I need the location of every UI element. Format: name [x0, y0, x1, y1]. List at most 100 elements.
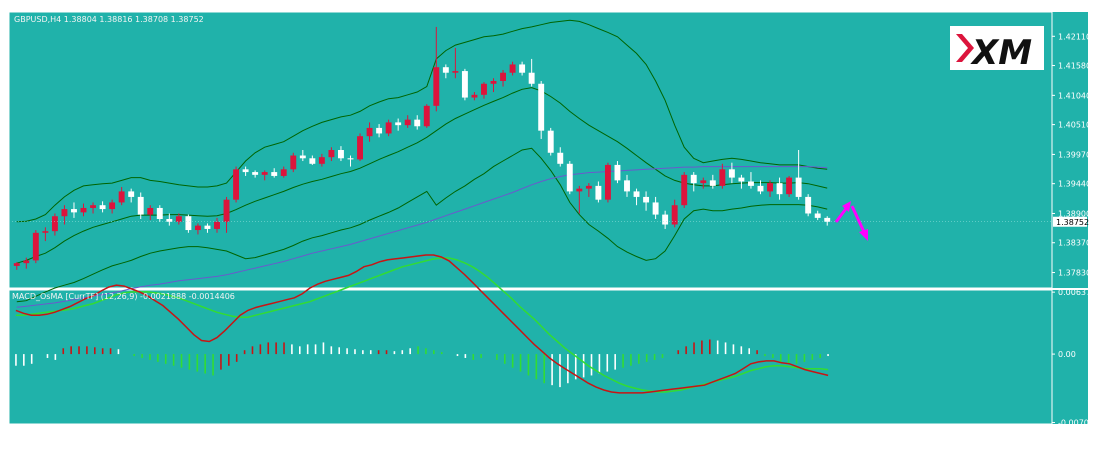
macd-panel-background: [8, 289, 1053, 425]
price-axis-strip: [1052, 12, 1088, 288]
x-tick-label: 12 Feb 2021: [10, 429, 60, 438]
price-panel-background: [8, 11, 1053, 289]
candle-body: [700, 180, 707, 184]
candle-body: [214, 221, 220, 229]
candle-body: [471, 94, 478, 98]
candle-body: [442, 67, 449, 73]
candle-body: [395, 122, 402, 126]
bollinger-upper-line: [16, 19, 828, 223]
macd-axis-strip: [1052, 290, 1088, 424]
candle-body: [786, 177, 793, 195]
candle-body: [71, 209, 77, 213]
candle-body: [223, 199, 230, 222]
candle-body: [747, 181, 754, 186]
candle-body: [137, 196, 144, 215]
candle-body: [242, 169, 249, 173]
candle-body: [109, 202, 116, 210]
xm-logo: XM: [950, 26, 1044, 73]
candle-body: [280, 169, 287, 176]
candle-body: [271, 172, 278, 176]
macd-main-line: [15, 254, 829, 394]
candle-body: [633, 191, 640, 197]
price-tick-label: 1.40510: [1058, 121, 1091, 130]
candle-body: [566, 163, 573, 192]
candle-body: [337, 150, 344, 159]
macd-tick-label: 0.00: [1058, 350, 1076, 359]
candle-body: [776, 183, 783, 195]
candle-body: [51, 216, 58, 232]
candle-body: [404, 119, 411, 126]
candle-body: [652, 202, 659, 215]
candle-body: [32, 232, 39, 261]
candle-body: [490, 81, 497, 84]
candle-body: [128, 191, 135, 197]
price-tick-label: 1.38900: [1058, 209, 1091, 218]
candle-body: [547, 130, 554, 153]
candles: [12, 26, 1052, 270]
candle-body: [318, 157, 325, 164]
candle-body: [824, 217, 831, 222]
x-tick-label: 15 Feb 08:00: [64, 429, 116, 438]
candle-body: [528, 72, 535, 84]
candle-body: [433, 67, 440, 106]
candle-body: [585, 185, 592, 189]
forecast-arrows: [834, 201, 868, 241]
candle-body: [261, 172, 268, 175]
candle-body: [80, 207, 87, 213]
macd-tick-label: -0.0070505: [1058, 419, 1098, 428]
price-tick-label: 1.42110: [1058, 32, 1091, 41]
price-tick-label: 1.37830: [1058, 269, 1091, 278]
candle-body: [461, 71, 468, 98]
candle-body: [309, 158, 316, 164]
candle-body: [538, 83, 545, 131]
candle-body: [376, 127, 383, 134]
candle-body: [90, 205, 97, 208]
current-price-label: 1.38752: [1056, 218, 1089, 227]
candle-body: [99, 205, 106, 210]
candle-body: [61, 209, 68, 217]
axes: 1.42110 1.41580 1.41040 1.40510 1.39970 1.394…: [9, 32, 1098, 438]
candle-body: [252, 172, 259, 175]
candle-body: [614, 164, 621, 181]
candle-body: [118, 191, 125, 203]
price-tick-label: 1.38370: [1058, 239, 1091, 248]
candle-body: [328, 150, 335, 158]
candle-body: [147, 207, 154, 215]
x-tick-label: 24 Feb 08:00: [451, 429, 503, 438]
current-price-badge: [1053, 216, 1087, 227]
candle-body: [175, 216, 182, 222]
arrow-up-head: [842, 201, 851, 212]
x-tick-label: 2 Mar 08:00: [671, 429, 719, 438]
x-tick-label: 1 Mar 08:00: [617, 429, 665, 438]
candle-body: [690, 174, 697, 184]
candle-body: [576, 188, 583, 192]
x-tick-label: 25 Feb 08:00: [506, 429, 558, 438]
price-tick-label: 1.41040: [1058, 91, 1091, 100]
candle-body: [805, 196, 812, 214]
candle-body: [290, 155, 297, 170]
arrow-down-head: [859, 229, 868, 241]
candle-body: [23, 260, 30, 264]
candle-body: [481, 83, 487, 95]
candle-body: [643, 196, 650, 203]
candle-body: [366, 127, 373, 137]
candle-body: [452, 71, 459, 73]
candle-body: [414, 119, 421, 127]
candle-body: [423, 105, 430, 127]
macd-tick-label: 0.0063791: [1058, 288, 1098, 297]
candle-body: [662, 214, 669, 225]
candle-body: [595, 185, 602, 200]
candle-body: [757, 185, 764, 192]
arrow-down-shaft: [850, 205, 866, 233]
logo-box: [950, 26, 1044, 70]
candle-body: [509, 64, 516, 73]
candle-body: [194, 225, 201, 231]
price-tick-label: 1.41580: [1058, 62, 1091, 71]
moving-average-line: [16, 166, 828, 308]
candle-body: [728, 169, 735, 178]
candle-body: [13, 263, 20, 266]
x-tick-label: 17 Feb 08:00: [174, 429, 226, 438]
candle-body: [204, 225, 211, 229]
bollinger-lower-line: [16, 147, 828, 303]
candle-body: [557, 152, 564, 164]
